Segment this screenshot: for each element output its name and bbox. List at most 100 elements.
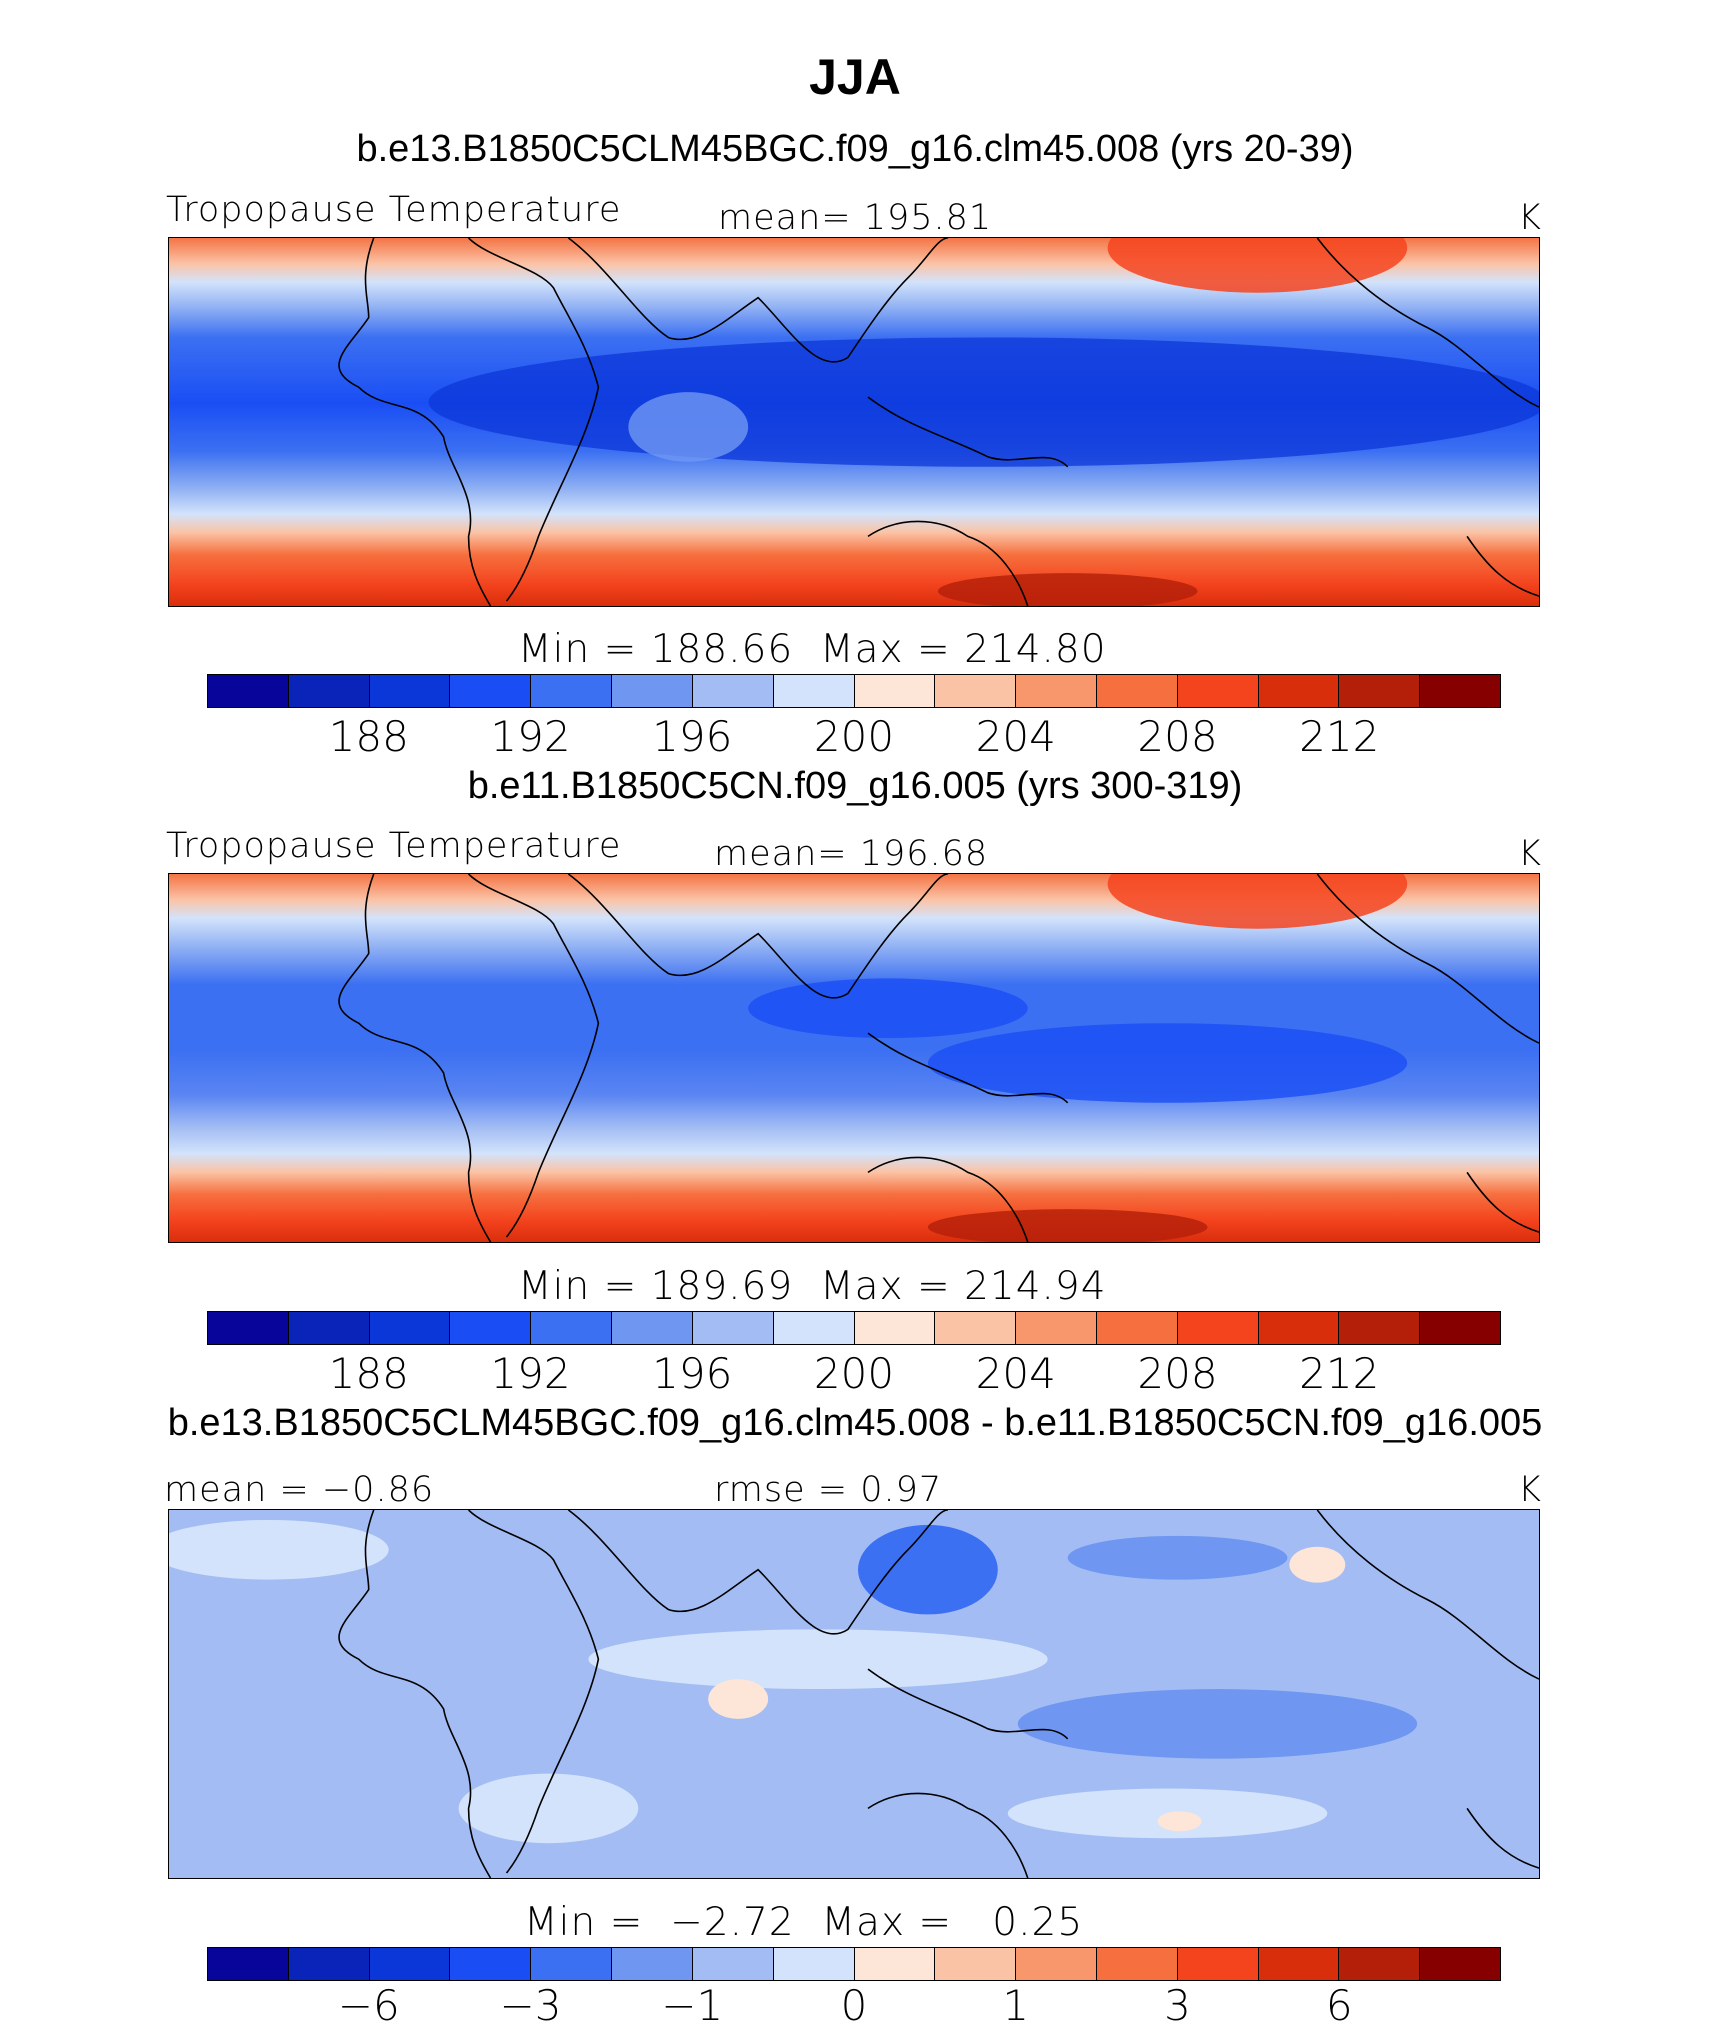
panel-3-positive-south: [1157, 1811, 1202, 1832]
panel-3-mean-stat: mean = −0.86: [164, 1470, 434, 1510]
panel-1-mean-label: mean=: [718, 198, 852, 238]
panel-2-minmax-gap: [793, 1264, 820, 1309]
colorbar-swatch: [1016, 1312, 1097, 1344]
colorbar-tick-label: 196: [652, 712, 733, 761]
panel-1-minmax-gap: [793, 627, 820, 672]
panel-1-map-svg: [169, 238, 1539, 606]
panel-2-field-label: Tropopause Temperature: [166, 826, 622, 866]
panel-3-min-label: Min: [524, 1900, 597, 1945]
panel-2-mean-stat: mean= 196.68: [714, 834, 988, 874]
colorbar-tick-label: −1: [661, 1981, 724, 2030]
colorbar-swatch: [288, 1312, 370, 1344]
panel-3-units: K: [1518, 1470, 1542, 1510]
panel-3-coastlines: [338, 1510, 1539, 1878]
colorbar-swatch: [369, 1948, 451, 1980]
colorbar-swatch: [1339, 1312, 1421, 1344]
panel-3-mean-label: mean =: [164, 1470, 310, 1510]
panel-1-coastlines: [338, 238, 1539, 606]
colorbar-swatch: [692, 1948, 774, 1980]
colorbar-tick-label: 200: [813, 712, 895, 761]
panel-3-rmse-value: 0.97: [860, 1470, 943, 1510]
panel-2-case-title: b.e11.B1850C5CN.f09_g16.005 (yrs 300-319…: [467, 765, 1243, 807]
panel-3-max-label: Max: [821, 1900, 906, 1945]
panel-3-mean-value: −0.86: [321, 1470, 435, 1510]
panel-2-mean-label: mean=: [714, 834, 848, 874]
colorbar-swatch: [531, 1312, 613, 1344]
colorbar-swatch: [1420, 1948, 1500, 1980]
colorbar-tick-label: 200: [813, 1349, 895, 1398]
colorbar-swatch: [1258, 675, 1340, 707]
figure-title: JJA: [809, 49, 901, 105]
panel-1-map: [168, 237, 1540, 607]
colorbar-swatch: [1420, 675, 1500, 707]
panel-2-cold-core-west: [748, 978, 1028, 1039]
panel-1-south-max: [937, 573, 1198, 606]
panel-3-positive-north: [1289, 1546, 1346, 1583]
colorbar-swatch: [692, 1312, 774, 1344]
panel-3-case-title: b.e13.B1850C5CLM45BGC.f09_g16.clm45.008 …: [167, 1402, 1543, 1444]
colorbar-swatch: [450, 675, 532, 707]
panel-2-min-eq: =: [590, 1264, 651, 1309]
panel-1-warm-anomaly: [1107, 238, 1408, 293]
colorbar-swatch: [531, 1948, 613, 1980]
panel-1-max-label: Max: [819, 627, 904, 672]
colorbar-swatch: [1339, 675, 1421, 707]
colorbar-tick-label: 208: [1137, 712, 1218, 761]
colorbar-swatch: [208, 1948, 289, 1980]
colorbar-tick-label: 192: [490, 712, 571, 761]
colorbar-tick-label: 192: [490, 1349, 571, 1398]
colorbar-tick-label: 204: [975, 1349, 1056, 1398]
colorbar-swatch: [935, 1948, 1017, 1980]
panel-2-map: [168, 873, 1540, 1243]
panel-2-min-value: 189.69: [650, 1264, 794, 1309]
panel-3-mod-pacific: [1067, 1535, 1288, 1580]
colorbar-swatch: [935, 1312, 1017, 1344]
panel-2-mean-value: 196.68: [859, 834, 989, 874]
colorbar-swatch: [450, 1312, 532, 1344]
panel-1-max-value: 214.80: [964, 627, 1107, 672]
colorbar-tick-label: 0: [840, 1981, 868, 2030]
colorbar-swatch: [773, 675, 855, 707]
panel-3-weak-band: [588, 1629, 1048, 1690]
colorbar-swatch: [773, 1948, 855, 1980]
colorbar-swatch: [773, 1312, 855, 1344]
panel-3-colorbar: [207, 1947, 1501, 1981]
panel-2-warm-anomaly: [1107, 874, 1408, 929]
panel-2-cold-core-east: [927, 1023, 1408, 1103]
colorbar-tick-label: 196: [652, 1349, 733, 1398]
panel-3-mod-south-pacific: [1017, 1689, 1418, 1759]
panel-3-max-eq: =: [905, 1900, 993, 1945]
panel-2-units: K: [1518, 834, 1542, 874]
colorbar-tick-label: 212: [1299, 712, 1380, 761]
colorbar-swatch: [1177, 675, 1259, 707]
panel-3-minmax: Min = −2.72 Max = 0.25: [524, 1900, 1083, 1945]
panel-1-mean-stat: mean= 195.81: [718, 198, 992, 238]
panel-1-min-label: Min: [518, 627, 591, 672]
panel-3-min-value: −2.72: [670, 1900, 795, 1945]
colorbar-swatch: [288, 675, 370, 707]
panel-2-max-label: Max: [819, 1264, 904, 1309]
colorbar-swatch: [369, 1312, 451, 1344]
colorbar-swatch: [1016, 1948, 1097, 1980]
colorbar-swatch: [1096, 1948, 1178, 1980]
colorbar-swatch: [288, 1948, 370, 1980]
panel-1-min-value: 188.66: [650, 627, 794, 672]
panel-2-max-value: 214.94: [964, 1264, 1107, 1309]
colorbar-swatch: [1096, 1312, 1178, 1344]
colorbar-swatch: [935, 675, 1017, 707]
colorbar-tick-label: 1: [1002, 1981, 1030, 2030]
colorbar-tick-label: 6: [1325, 1981, 1353, 2030]
colorbar-swatch: [854, 675, 936, 707]
panel-3-rmse-stat: rmse = 0.97: [714, 1470, 942, 1510]
colorbar-swatch: [1258, 1948, 1340, 1980]
panel-1-minmax: Min = 188.66 Max = 214.80: [518, 627, 1107, 672]
panel-2-south-max: [927, 1209, 1208, 1242]
colorbar-swatch: [208, 1312, 289, 1344]
colorbar-tick-label: −6: [337, 1981, 400, 2030]
panel-1-min-eq: =: [590, 627, 651, 672]
colorbar-swatch: [531, 675, 613, 707]
colorbar-swatch: [450, 1948, 532, 1980]
panel-3-positive-indian: [708, 1679, 769, 1719]
colorbar-swatch: [1016, 675, 1097, 707]
panel-3-max-value: 0.25: [992, 1900, 1084, 1945]
